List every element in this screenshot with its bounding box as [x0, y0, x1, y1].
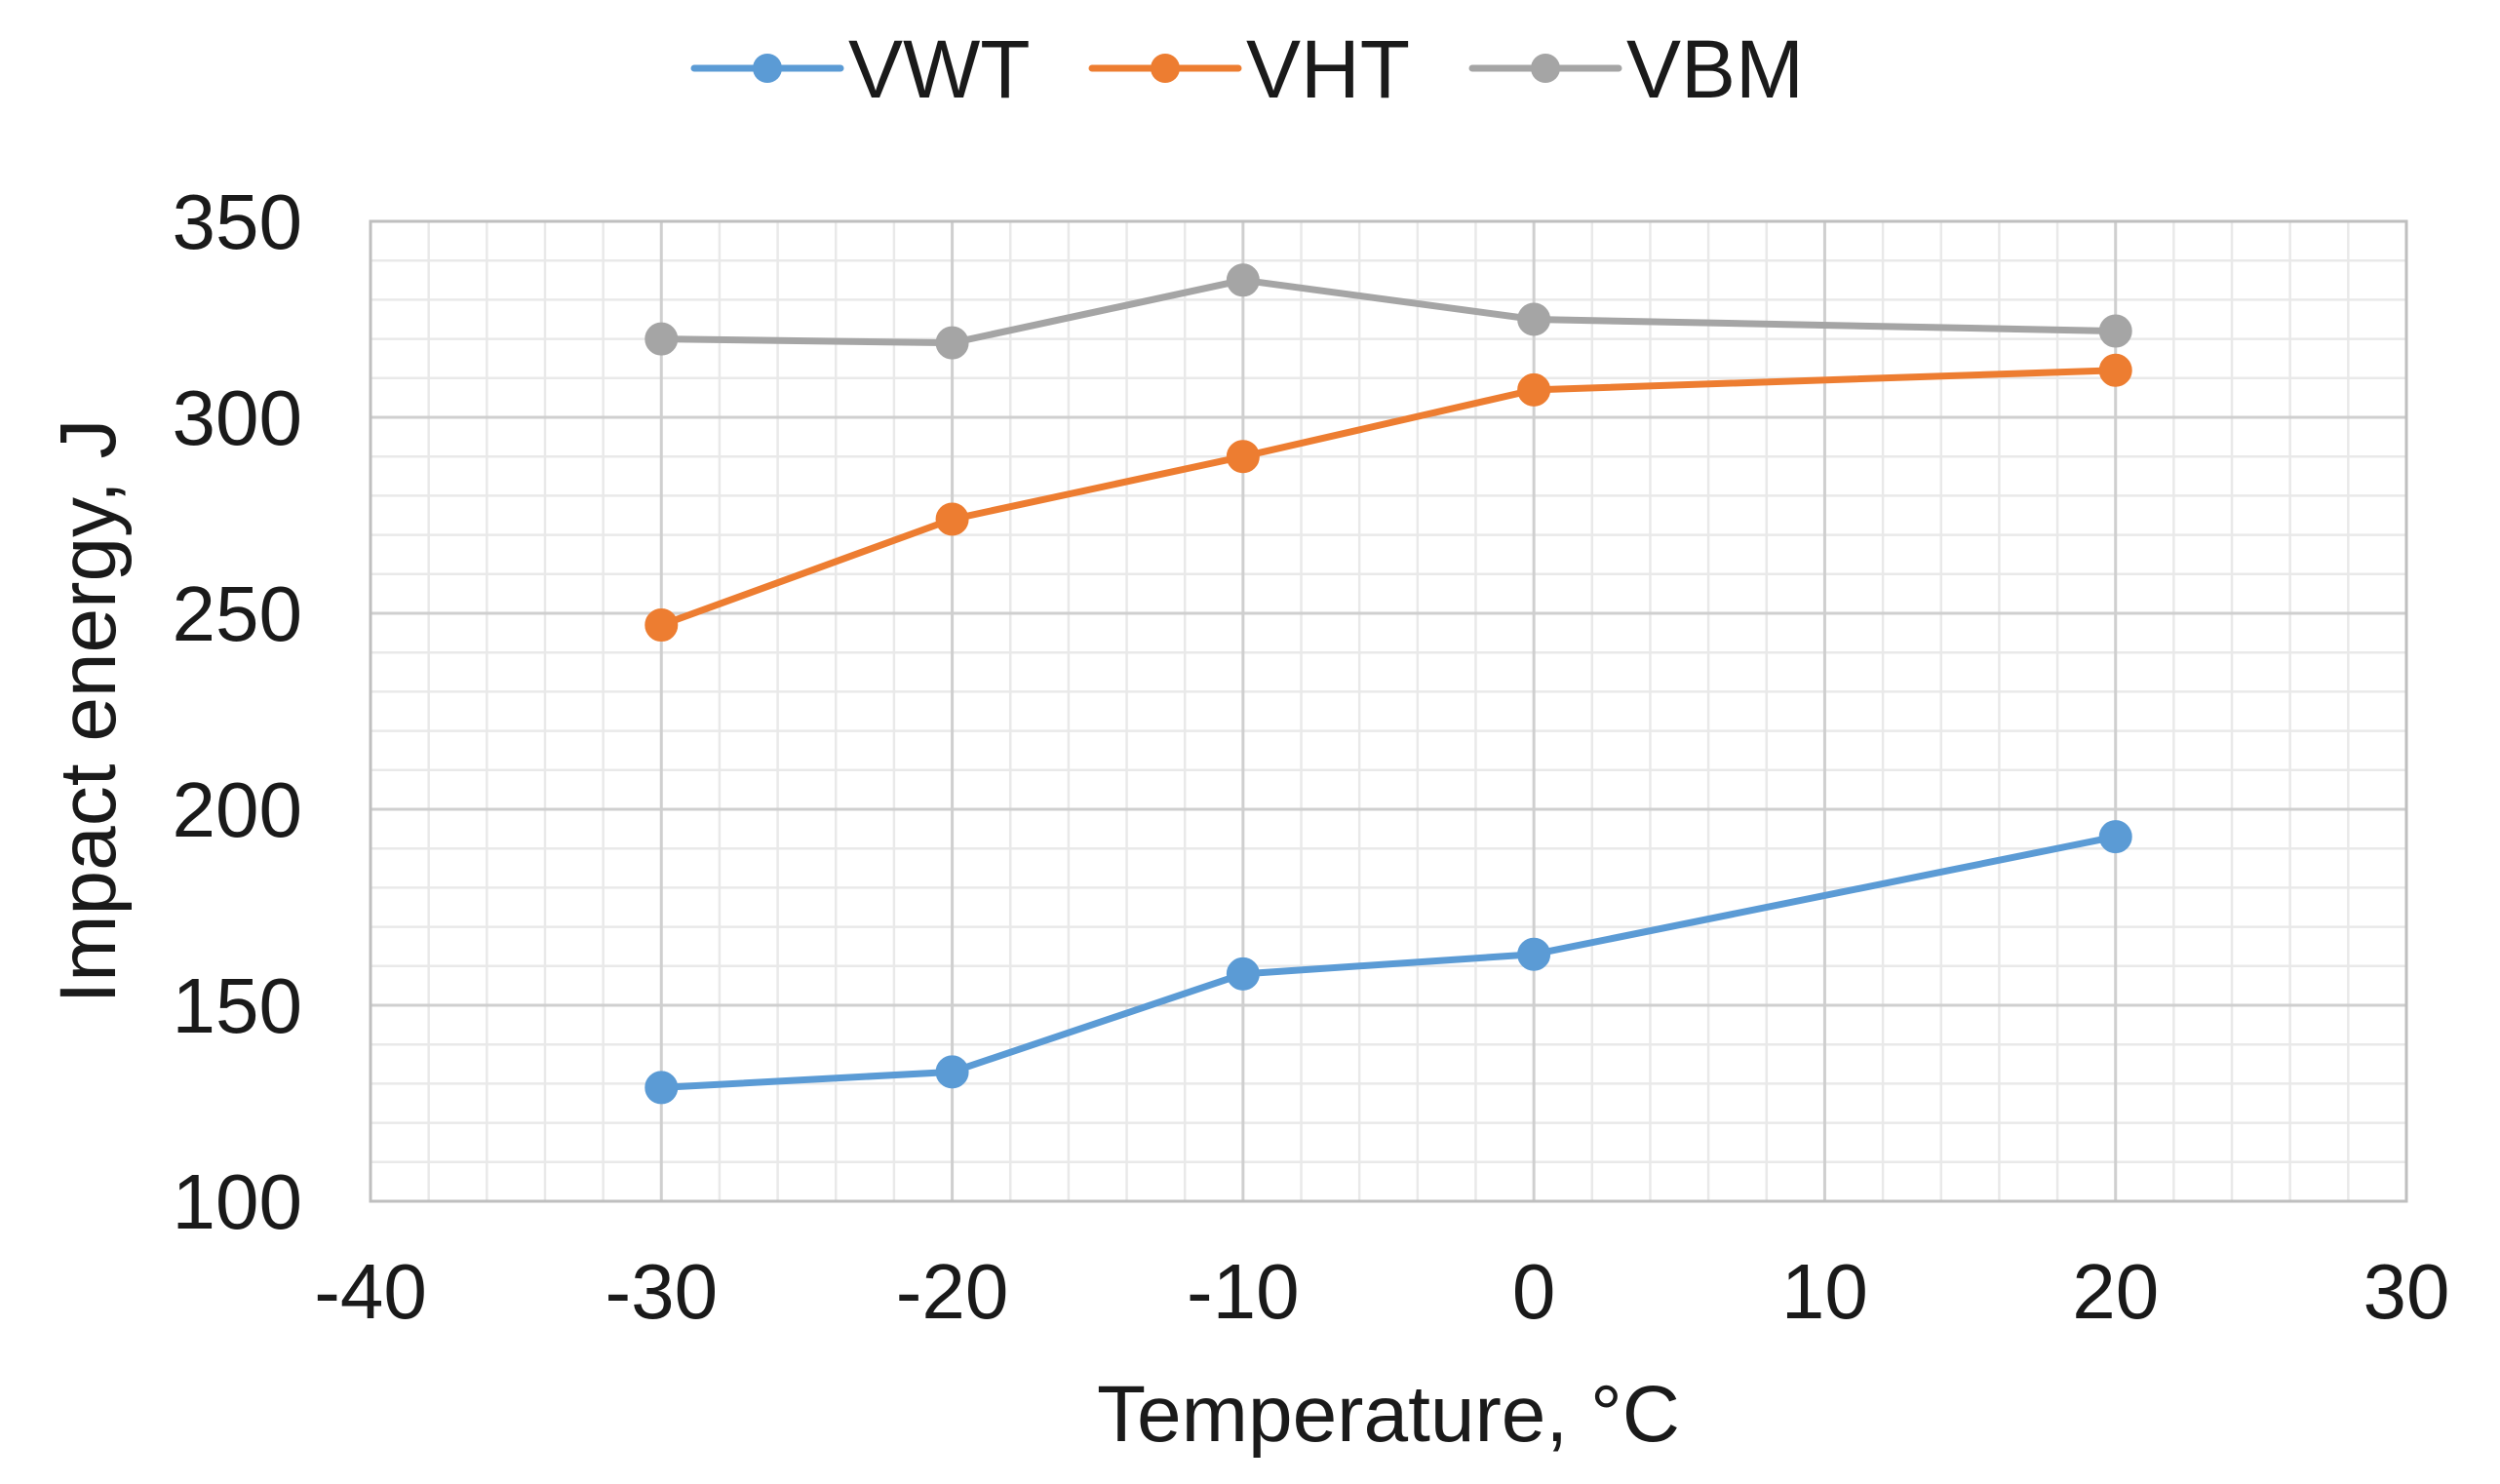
data-point-vwt	[645, 1071, 679, 1105]
y-tick-label: 100	[173, 1158, 302, 1245]
legend-marker-swatch	[1151, 54, 1180, 83]
data-point-vwt	[935, 1055, 969, 1089]
y-tick-label: 350	[173, 178, 302, 265]
data-point-vbm	[935, 326, 969, 360]
legend-item-vht[interactable]: VHT	[1088, 23, 1410, 115]
data-point-vwt	[1226, 957, 1260, 991]
y-axis-ticks: 100 150 200 250 300 350	[173, 178, 302, 1245]
x-tick-label: -10	[1187, 1248, 1300, 1335]
data-point-vht	[2098, 353, 2132, 387]
x-tick-label: 20	[2072, 1248, 2159, 1335]
x-tick-label: -20	[896, 1248, 1009, 1335]
y-tick-label: 150	[173, 962, 302, 1049]
data-point-vbm	[1517, 302, 1551, 336]
series-vwt	[645, 820, 2132, 1105]
minor-gridlines	[371, 221, 2406, 1201]
plot-area-border	[369, 219, 2408, 1203]
x-axis-title: Temperature, °C	[1097, 1370, 1680, 1459]
data-point-vwt	[2098, 820, 2132, 854]
legend-label: VBM	[1626, 23, 1804, 115]
series-vht	[645, 353, 2132, 643]
x-axis-ticks: -40 -30 -20 -10 0 10 20 30	[314, 1248, 2449, 1335]
legend-item-vbm[interactable]: VBM	[1468, 23, 1804, 115]
data-point-vht	[645, 608, 679, 643]
x-tick-label: -40	[314, 1248, 427, 1335]
legend-item-vwt[interactable]: VWT	[690, 23, 1031, 115]
legend-marker-swatch	[753, 54, 782, 83]
legend-label: VWT	[848, 23, 1031, 115]
data-point-vwt	[1517, 937, 1551, 971]
data-point-vht	[935, 502, 969, 536]
series-line-vbm	[657, 276, 2120, 347]
x-tick-label: 10	[1781, 1248, 1868, 1335]
x-tick-label: 0	[1512, 1248, 1556, 1335]
major-gridlines	[371, 221, 2406, 1201]
y-tick-label: 300	[173, 374, 302, 461]
y-axis-title: Impact energy, J	[44, 418, 133, 1003]
legend-label: VHT	[1246, 23, 1410, 115]
x-tick-label: -30	[605, 1248, 718, 1335]
series-vbm	[645, 263, 2132, 360]
legend: VWT VHT VBM	[690, 23, 1804, 115]
series-line-vht	[657, 367, 2120, 629]
data-point-vht	[1517, 372, 1551, 407]
y-tick-label: 200	[173, 766, 302, 853]
data-point-vbm	[2098, 314, 2132, 348]
data-point-vbm	[1226, 263, 1260, 297]
x-tick-label: 30	[2363, 1248, 2450, 1335]
y-tick-label: 250	[173, 570, 302, 657]
series-layer	[645, 263, 2132, 1105]
data-point-vbm	[645, 322, 679, 356]
series-line-vwt	[657, 833, 2120, 1091]
data-point-vht	[1226, 440, 1260, 474]
legend-marker-swatch	[1531, 54, 1560, 83]
